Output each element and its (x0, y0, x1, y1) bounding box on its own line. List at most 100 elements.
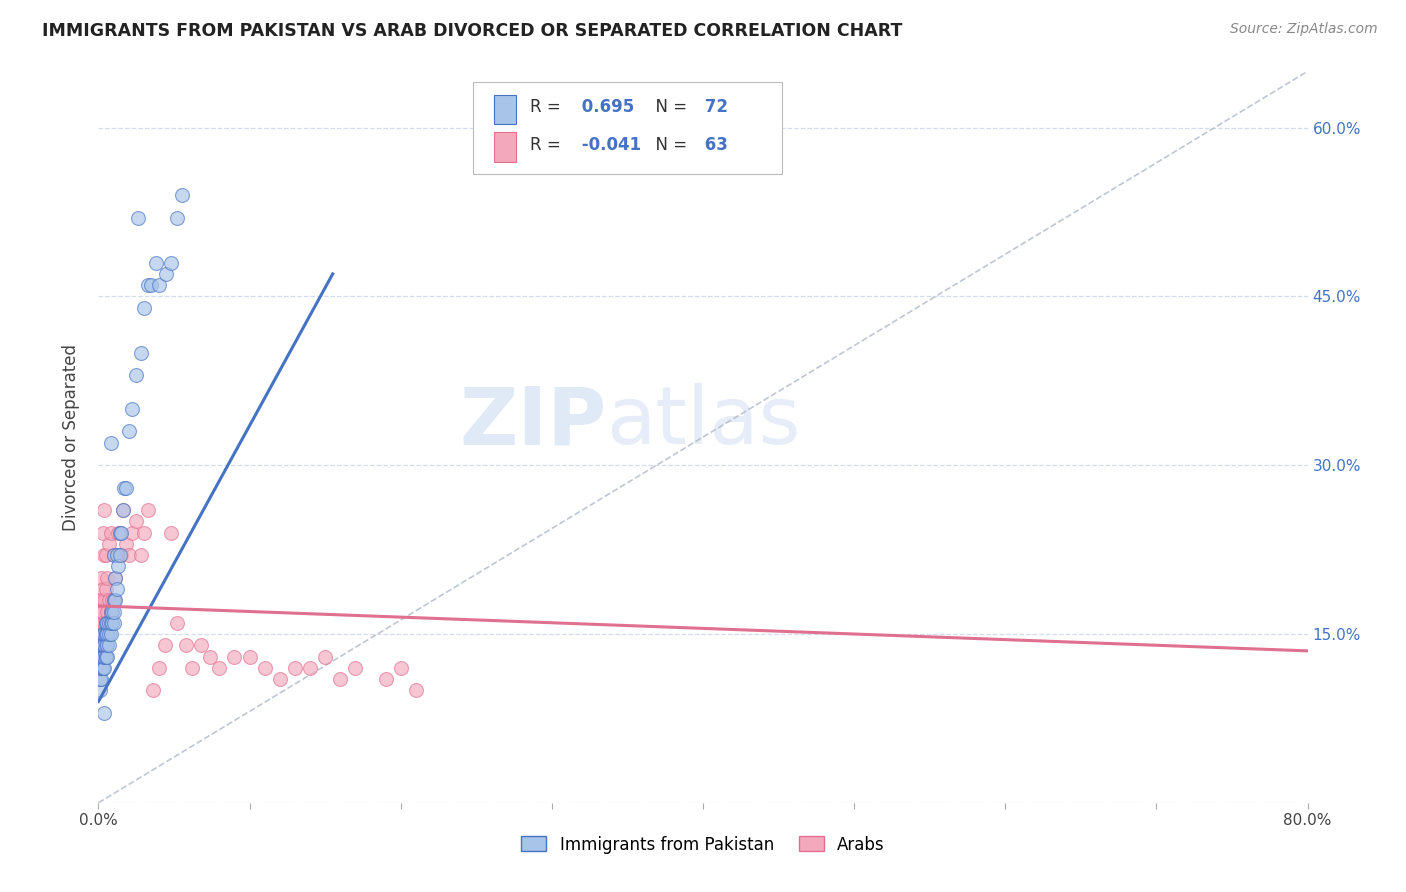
Point (90, 649, 112, 664)
Point (155, 267, 177, 281)
Point (103, 593, 125, 607)
Point (91, 627, 114, 641)
Point (94, 615, 117, 630)
Point (200, 649, 222, 664)
Point (96, 571, 118, 585)
Point (100, 605, 122, 619)
Point (96, 615, 118, 630)
Point (108, 548, 131, 562)
Point (121, 401, 143, 416)
Point (94, 649, 117, 664)
Point (91, 638, 114, 652)
Point (148, 278, 170, 293)
Point (91, 525, 114, 540)
Text: 63: 63 (699, 136, 728, 154)
Point (121, 525, 143, 540)
Point (101, 605, 124, 619)
Text: N =: N = (645, 98, 692, 116)
Point (208, 661, 231, 675)
Point (94, 548, 117, 562)
Point (145, 255, 167, 269)
Point (89, 683, 111, 698)
Point (91, 582, 114, 596)
Point (90, 571, 112, 585)
Text: 0.695: 0.695 (576, 98, 634, 116)
Point (107, 525, 129, 540)
Text: atlas: atlas (606, 384, 800, 461)
Point (101, 593, 124, 607)
Point (107, 559, 129, 574)
Text: R =: R = (530, 98, 567, 116)
Point (90, 649, 112, 664)
Point (111, 503, 134, 517)
Point (405, 683, 427, 698)
Point (94, 649, 117, 664)
Point (118, 425, 141, 439)
Point (136, 278, 159, 293)
Point (118, 548, 141, 562)
Point (98, 615, 121, 630)
Point (94, 627, 117, 641)
Point (91, 638, 114, 652)
Point (166, 211, 188, 225)
Point (344, 661, 367, 675)
Point (170, 188, 193, 202)
Point (89, 593, 111, 607)
Point (125, 515, 148, 529)
Point (100, 627, 122, 641)
Point (89, 672, 111, 686)
Point (90, 649, 112, 664)
Point (94, 615, 117, 630)
Point (103, 593, 125, 607)
Point (108, 525, 131, 540)
Point (125, 368, 148, 383)
Point (110, 548, 132, 562)
Point (98, 627, 121, 641)
Point (96, 627, 118, 641)
Point (93, 627, 115, 641)
Point (142, 683, 165, 698)
Point (89, 661, 111, 675)
Point (90, 615, 112, 630)
Point (132, 525, 155, 540)
Point (93, 503, 115, 517)
Text: 72: 72 (699, 98, 728, 116)
Point (93, 649, 115, 664)
Point (90, 638, 112, 652)
Text: Source: ZipAtlas.com: Source: ZipAtlas.com (1230, 22, 1378, 37)
Point (253, 661, 276, 675)
Point (127, 211, 149, 225)
Point (93, 706, 115, 720)
Point (160, 525, 183, 540)
Point (94, 582, 117, 596)
Point (181, 661, 204, 675)
Point (110, 525, 132, 540)
Point (103, 548, 125, 562)
FancyBboxPatch shape (494, 95, 516, 124)
Point (153, 638, 176, 652)
FancyBboxPatch shape (494, 132, 516, 161)
Point (89, 649, 111, 664)
Point (89, 627, 111, 641)
Point (141, 278, 163, 293)
Point (112, 481, 135, 495)
Point (91, 661, 114, 675)
Point (100, 435, 122, 450)
Point (90, 627, 112, 641)
Point (103, 605, 125, 619)
Y-axis label: Divorced or Separated: Divorced or Separated (62, 343, 80, 531)
Point (105, 548, 128, 562)
Point (374, 672, 396, 686)
Point (100, 605, 122, 619)
Point (105, 548, 128, 562)
Text: N =: N = (645, 136, 692, 154)
Point (114, 537, 136, 551)
Point (269, 672, 291, 686)
Point (89, 672, 111, 686)
Point (284, 661, 307, 675)
Point (91, 605, 114, 619)
Point (111, 503, 134, 517)
Point (103, 548, 125, 562)
Point (389, 661, 412, 675)
Point (93, 548, 115, 562)
